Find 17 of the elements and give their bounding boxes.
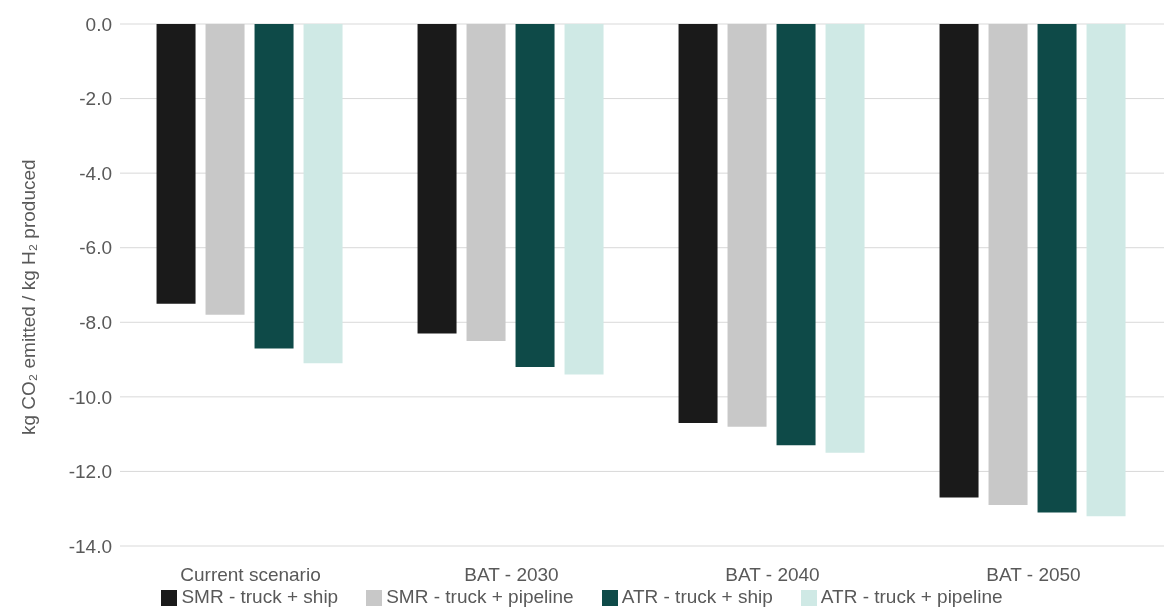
x-tick-label: Current scenario xyxy=(180,564,321,586)
y-tick-label: -6.0 xyxy=(79,237,112,259)
y-tick-label: -2.0 xyxy=(79,88,112,110)
x-tick-label: BAT - 2040 xyxy=(725,564,820,586)
y-axis-title: kg CO₂ emitted / kg H₂ produced xyxy=(17,159,39,435)
y-tick-label: 0.0 xyxy=(85,13,112,35)
y-tick-label: -4.0 xyxy=(79,162,112,184)
x-tick-label: BAT - 2050 xyxy=(986,564,1081,586)
y-tick-label: -8.0 xyxy=(79,312,112,334)
legend-label: ATR - truck + ship xyxy=(621,586,773,607)
x-tick-label: BAT - 2030 xyxy=(464,564,559,586)
legend-label: SMR - truck + ship xyxy=(181,586,339,607)
y-tick-label: -12.0 xyxy=(68,461,112,483)
legend-label: SMR - truck + pipeline xyxy=(386,586,574,607)
y-tick-label: -14.0 xyxy=(68,535,112,557)
legend-label: ATR - truck + pipeline xyxy=(820,586,1003,607)
y-tick-label: -10.0 xyxy=(68,386,112,408)
